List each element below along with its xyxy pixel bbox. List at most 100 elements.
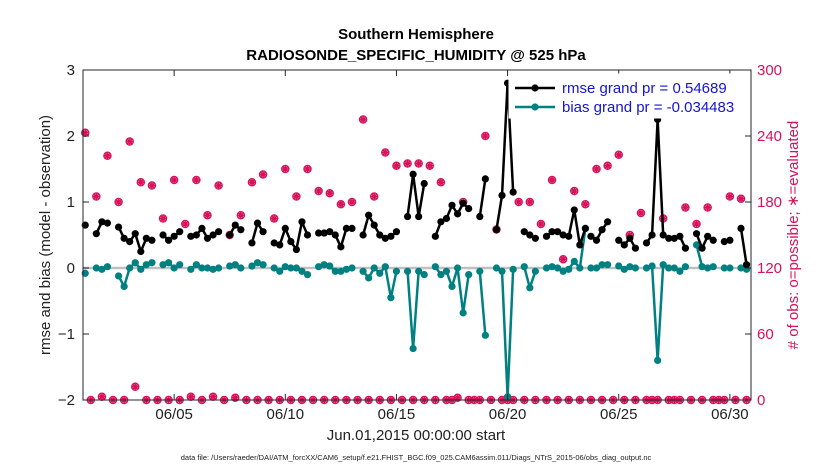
- obs-evaluated-marker-116: [726, 192, 734, 201]
- bias-point-6-2: [259, 261, 267, 269]
- obs-evaluated-marker-10: [137, 178, 145, 186]
- rmse-point-20-2: [704, 232, 712, 240]
- rmse-point-4-1: [192, 231, 200, 239]
- obs-evaluated-marker-90: [581, 200, 589, 208]
- obs-evaluated-marker-64: [437, 178, 445, 186]
- bias-point-9-1: [365, 274, 373, 282]
- bias-line-segment-12: [478, 271, 487, 336]
- obs-evaluated-marker-58: [403, 159, 412, 168]
- obs-evaluated-marker-36: [281, 165, 289, 173]
- rmse-point-16-1: [592, 236, 601, 244]
- bias-point-14-2: [531, 267, 539, 275]
- rmse-point-17-2: [626, 234, 634, 242]
- obs-evaluated-marker-22: [203, 211, 212, 219]
- bias-point-8-0: [315, 263, 323, 271]
- bias-point-7-4: [292, 264, 301, 272]
- bias-point-14-0: [520, 263, 528, 271]
- rmse-point-7-4: [292, 245, 301, 254]
- rmse-point-13-1: [498, 191, 506, 199]
- x-tick-label-3: 06/20: [489, 406, 527, 423]
- y-axis-label: rmse and bias (model - observation): [37, 115, 54, 355]
- bias-point-3-2: [170, 264, 178, 272]
- x-tick-label-1: 06/10: [267, 406, 305, 423]
- bias-point-15-0: [542, 264, 551, 272]
- x-tick-label-5: 06/30: [711, 406, 749, 423]
- rmse-point-19-0: [670, 234, 678, 242]
- bias-point-16-1: [592, 264, 601, 272]
- rmse-point-8-6: [348, 224, 356, 232]
- rmse-point-8-0: [315, 229, 323, 237]
- rmse-point-9-5: [387, 232, 395, 240]
- rmse-point-6-2: [259, 228, 267, 236]
- bias-point-18-2: [654, 356, 662, 364]
- obs-evaluated-marker-112: [704, 203, 712, 212]
- y-tick-label-2: 0: [67, 260, 75, 277]
- obs-evaluated-marker-86: [559, 255, 567, 263]
- obs-evaluated-marker-38: [292, 192, 301, 201]
- bias-point-3-1: [164, 259, 173, 267]
- rmse-point-3-2: [170, 232, 178, 240]
- obs-evaluated-marker-12: [148, 181, 156, 190]
- rmse-point-15-3: [559, 231, 567, 239]
- obs-evaluated-marker-92: [592, 165, 601, 173]
- rmse-point-4-0: [187, 232, 195, 240]
- rmse-point-13-0: [492, 226, 501, 234]
- rmse-point-9-1: [365, 211, 373, 219]
- rmse-point-11-0: [431, 232, 439, 240]
- bias-line-segment-18: [646, 263, 670, 362]
- rmse-point-5-1: [231, 221, 239, 229]
- rmse-point-10-2: [415, 212, 423, 221]
- y-right-tick-label-5: 300: [757, 62, 782, 79]
- chart-title: Southern Hemisphere: [338, 26, 494, 43]
- bias-line-segment-13: [495, 266, 515, 398]
- obs-evaluated-marker-54: [381, 148, 389, 157]
- bias-point-21-0: [720, 264, 728, 272]
- obs-evaluated-marker-94: [604, 162, 612, 170]
- x-axis: 06/05 06/10 06/15 06/20 06/25 06/30: [155, 70, 749, 423]
- rmse-point-20-0: [692, 230, 701, 238]
- rmse-point-7-3: [287, 238, 295, 246]
- bias-point-7-1: [276, 267, 284, 275]
- obs-evaluated-marker-48: [348, 198, 356, 206]
- bias-point-4-0: [187, 265, 195, 273]
- y-tick-label-0: −2: [58, 392, 75, 409]
- y-right-tick-label-1: 60: [757, 326, 774, 343]
- x-axis-label: Jun.01,2015 00:00:00 start: [327, 427, 506, 444]
- bias-point-16-0: [587, 264, 595, 272]
- rmse-point-11-2: [442, 214, 451, 223]
- bias-point-2-0: [114, 272, 123, 280]
- rmse-point-18-0: [642, 239, 651, 247]
- bias-point-20-1: [698, 263, 706, 271]
- rmse-point-14-0: [520, 228, 528, 236]
- obs-evaluated-marker-3: [98, 393, 106, 401]
- bias-point-7-2: [281, 263, 289, 271]
- obs-evaluated-marker-16: [170, 176, 178, 184]
- rmse-point-5-2: [237, 226, 245, 234]
- bias-point-9-2: [370, 264, 378, 272]
- rmse-point-17-0: [615, 236, 623, 244]
- rmse-point-15-4: [565, 232, 573, 240]
- rmse-point-15-0: [542, 232, 551, 240]
- rmse-point-2-5: [142, 234, 150, 242]
- rmse-point-8-4: [337, 243, 345, 251]
- bias-point-11-3: [448, 282, 456, 291]
- rmse-point-17-3: [631, 244, 640, 252]
- rmse-point-13-3: [509, 188, 517, 196]
- rmse-point-21-0: [720, 238, 728, 246]
- bias-point-8-1: [320, 261, 328, 269]
- bias-point-8-2: [326, 262, 334, 270]
- bias-point-11-1: [437, 271, 445, 279]
- rmse-line-segment-18: [645, 118, 670, 244]
- obs-evaluated-marker-110: [692, 220, 701, 228]
- obs-evaluated-marker-62: [426, 162, 434, 170]
- obs-evaluated-marker-88: [570, 187, 578, 195]
- x-tick-label-0: 06/05: [155, 406, 193, 423]
- bias-point-20-2: [704, 264, 712, 272]
- rmse-point-8-2: [326, 228, 334, 236]
- bias-point-21-1: [726, 264, 734, 272]
- bias-point-11-2: [442, 267, 451, 275]
- rmse-point-18-3: [659, 231, 667, 239]
- rmse-point-15-7: [581, 224, 589, 232]
- rmse-point-9-6: [392, 228, 401, 236]
- x-tick-label-2: 06/15: [378, 406, 416, 423]
